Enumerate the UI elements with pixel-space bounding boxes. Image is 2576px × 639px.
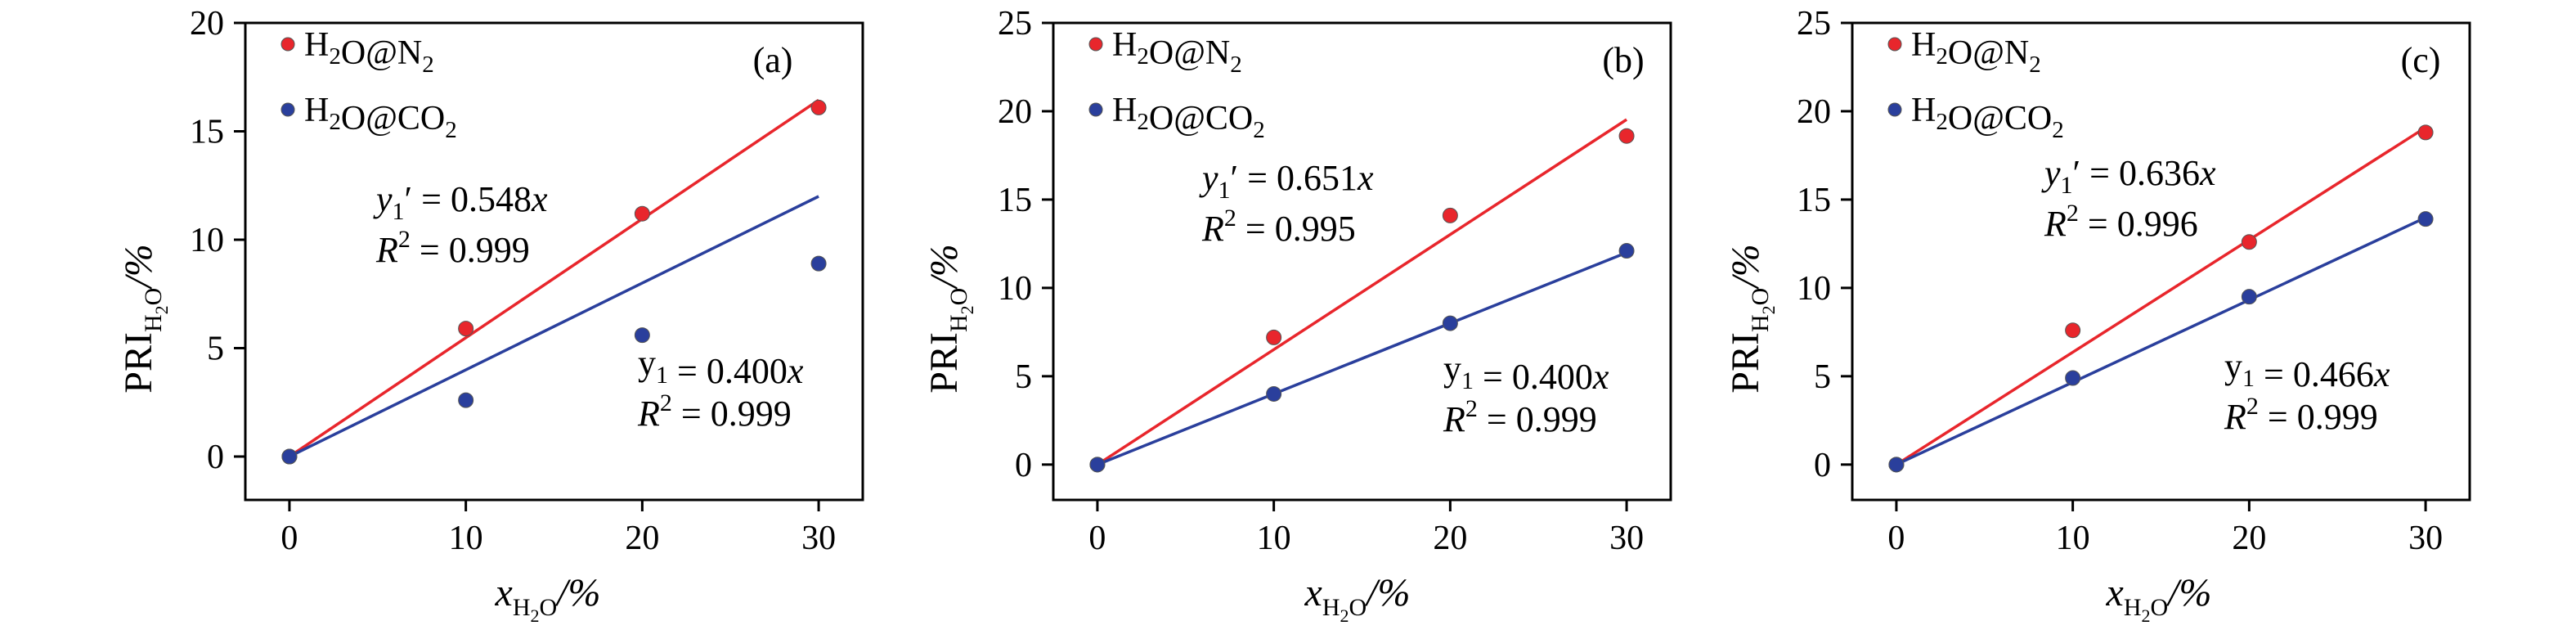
- data-point-n2: [634, 205, 650, 222]
- legend-marker: [1887, 102, 1902, 117]
- y-tick-label: 0: [1814, 447, 1831, 484]
- x-tick-label: 30: [1609, 520, 1644, 557]
- y-tick-label: 15: [1797, 182, 1831, 219]
- x-tick-label: 0: [1887, 520, 1905, 557]
- plot-frame: [244, 21, 864, 502]
- fit-equation: y1 = 0.466x: [2224, 346, 2390, 394]
- y-tick-label: 15: [998, 182, 1032, 219]
- fit-r2: R2 = 0.999: [637, 389, 792, 434]
- legend-label: H2O@N2: [1911, 26, 2041, 78]
- y-tick-label: 20: [998, 93, 1032, 131]
- data-point-co2: [1089, 457, 1106, 473]
- fit-r2: R2 = 0.999: [375, 226, 530, 270]
- y-axis-title: PRIH2O/%: [117, 244, 172, 393]
- x-axis-title: xH2O/%: [2106, 571, 2212, 626]
- y-tick-label: 15: [190, 114, 224, 151]
- fit-equation: y1′ = 0.636x: [2041, 153, 2216, 199]
- legend-marker: [280, 37, 295, 52]
- x-tick-label: 10: [2056, 520, 2090, 557]
- x-axis-title: xH2O/%: [495, 571, 601, 626]
- y-tick-label: 20: [1797, 93, 1831, 131]
- x-tick-label: 10: [449, 520, 483, 557]
- fit-r2: R2 = 0.999: [1443, 395, 1597, 439]
- y-tick-label: 25: [1797, 5, 1831, 43]
- panel-1: 0 10 20 30 0 5 10 15 20 H2O@N2 H2O@CO2 (a) y1′ = 0.5…: [117, 5, 864, 626]
- data-point-co2: [1618, 243, 1635, 259]
- y-axis-title: PRIH2O/%: [922, 244, 977, 393]
- y-tick-label: 0: [207, 439, 224, 476]
- plot-frame: [1052, 21, 1672, 502]
- x-tick-label: 20: [2232, 520, 2266, 557]
- legend-marker: [1887, 37, 1902, 52]
- y-tick-label: 10: [998, 270, 1032, 308]
- legend-label: H2O@CO2: [304, 92, 457, 143]
- panel-3: 0 10 20 30 0 5 10 15 20 25 H2O@N2 H2O@CO2 (c) y1′ = 0…: [1724, 5, 2471, 626]
- fit-line-co2: [289, 195, 819, 458]
- x-tick-label: 0: [1088, 520, 1106, 557]
- data-point-co2: [2241, 289, 2257, 305]
- data-point-n2: [1442, 207, 1458, 223]
- data-point-co2: [634, 327, 650, 344]
- legend-marker: [1088, 102, 1103, 117]
- fit-r2: R2 = 0.995: [1201, 205, 1356, 249]
- data-point-co2: [1442, 315, 1458, 331]
- fit-equation: y1′ = 0.548x: [373, 179, 548, 225]
- fit-equation: y1′ = 0.651x: [1199, 158, 1374, 204]
- plot-frame: [1851, 21, 2471, 502]
- data-point-co2: [2065, 370, 2081, 386]
- panel-label: (c): [2401, 40, 2441, 80]
- fit-line-co2: [1896, 216, 2426, 466]
- x-axis-title: xH2O/%: [1304, 571, 1411, 626]
- data-point-n2: [1266, 329, 1282, 345]
- legend-label: H2O@N2: [1112, 26, 1242, 78]
- x-tick-label: 30: [801, 520, 836, 557]
- fit-line-n2: [1096, 118, 1628, 466]
- data-point-co2: [810, 255, 827, 272]
- data-point-n2: [1618, 128, 1635, 144]
- panel-label: (b): [1602, 40, 1644, 80]
- legend-marker: [280, 102, 295, 117]
- fit-equation: y1 = 0.400x: [1443, 349, 1609, 397]
- data-point-co2: [2417, 211, 2434, 227]
- y-tick-label: 5: [207, 331, 224, 368]
- y-tick-label: 25: [998, 5, 1032, 43]
- panel-label: (a): [753, 40, 793, 80]
- x-tick-label: 30: [2408, 520, 2443, 557]
- panel-2: 0 10 20 30 0 5 10 15 20 25 H2O@N2 H2O@CO2 (b) y1′ = 0…: [922, 5, 1672, 626]
- y-tick-label: 5: [1015, 358, 1032, 396]
- data-point-n2: [2417, 124, 2434, 141]
- legend-label: H2O@CO2: [1112, 92, 1265, 143]
- x-tick-label: 20: [625, 520, 659, 557]
- y-tick-label: 10: [190, 222, 224, 259]
- data-point-co2: [1888, 457, 1905, 473]
- data-point-n2: [2065, 322, 2081, 339]
- x-tick-label: 10: [1257, 520, 1291, 557]
- fit-line-n2: [288, 98, 820, 458]
- x-tick-label: 20: [1433, 520, 1467, 557]
- fit-line-n2: [1895, 126, 2427, 466]
- data-point-n2: [458, 321, 474, 337]
- data-point-co2: [458, 392, 474, 408]
- y-axis-title: PRIH2O/%: [1724, 244, 1779, 393]
- fit-equation: y1 = 0.400x: [638, 343, 804, 391]
- y-tick-label: 10: [1797, 270, 1831, 308]
- legend-label: H2O@N2: [304, 26, 434, 78]
- data-point-co2: [1266, 385, 1282, 402]
- legend-marker: [1088, 37, 1103, 52]
- legend-label: H2O@CO2: [1911, 92, 2064, 143]
- fit-r2: R2 = 0.999: [2224, 393, 2378, 437]
- data-point-n2: [2241, 234, 2257, 250]
- fit-line-co2: [1097, 251, 1627, 466]
- data-point-co2: [281, 448, 298, 465]
- y-tick-label: 5: [1814, 358, 1831, 396]
- data-point-n2: [810, 99, 827, 115]
- y-tick-label: 0: [1015, 447, 1032, 484]
- fit-r2: R2 = 0.996: [2044, 200, 2198, 244]
- y-tick-label: 20: [190, 5, 224, 43]
- x-tick-label: 0: [280, 520, 298, 557]
